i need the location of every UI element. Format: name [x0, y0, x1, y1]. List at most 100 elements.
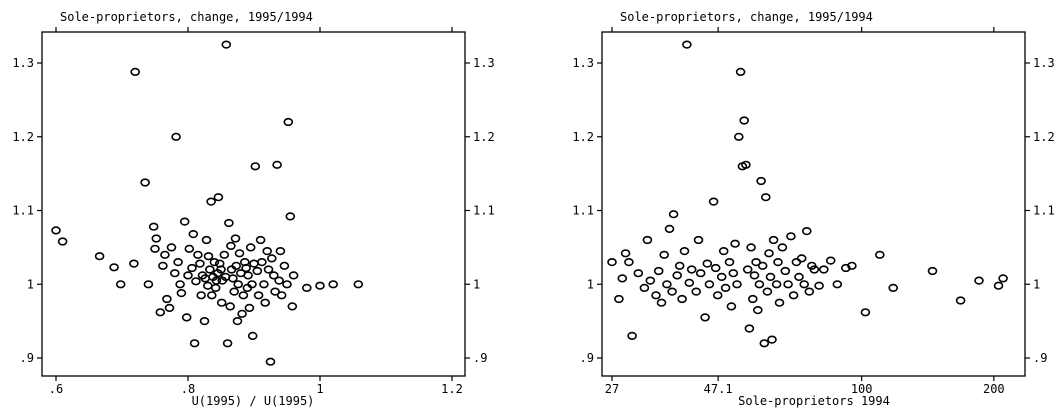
data-point	[228, 274, 238, 283]
left-scatter-panel: Sole-proprietors, change, 1995/1994 .9.9…	[12, 10, 494, 408]
data-point	[662, 280, 672, 289]
data-point	[272, 160, 282, 169]
data-point	[213, 193, 224, 202]
data-point	[614, 294, 624, 304]
data-point	[774, 298, 785, 307]
x-tick-label: 100	[851, 382, 873, 396]
data-point	[244, 303, 255, 313]
data-point	[888, 283, 899, 293]
data-point	[762, 287, 773, 296]
data-point	[282, 280, 292, 289]
data-point	[756, 176, 766, 186]
data-point	[181, 313, 192, 322]
data-point	[51, 226, 61, 235]
data-point	[653, 266, 664, 276]
data-point	[712, 291, 723, 300]
data-point	[667, 287, 677, 296]
data-point	[786, 232, 796, 241]
data-point	[238, 291, 249, 300]
data-point	[749, 271, 760, 280]
data-point	[668, 210, 679, 219]
data-point	[710, 263, 721, 273]
data-point	[247, 331, 258, 341]
data-point	[195, 259, 205, 268]
data-point	[695, 269, 706, 278]
data-point	[752, 306, 763, 315]
data-point	[682, 40, 692, 49]
data-point	[751, 258, 761, 267]
data-point	[151, 234, 162, 243]
right-y-axis: .9 .9 1 1 1.1 1.1 1.2 1.2 1.3 1.3	[572, 56, 1054, 365]
data-point	[720, 283, 731, 293]
y-tick-label-right: 1.2	[1033, 130, 1055, 144]
data-point	[732, 280, 742, 289]
data-point	[754, 280, 765, 289]
data-point	[130, 67, 140, 76]
data-point	[179, 217, 190, 226]
x-tick-label: 47.1	[704, 382, 733, 396]
data-point	[203, 281, 213, 290]
data-point	[760, 193, 771, 202]
x-tick-label: .8	[181, 382, 195, 396]
right-plot-frame	[601, 31, 1026, 377]
data-point	[651, 291, 661, 300]
data-point	[233, 280, 243, 289]
data-point	[274, 276, 284, 285]
data-point	[275, 247, 286, 256]
data-point	[315, 281, 325, 290]
left-chart-title: Sole-proprietors, change, 1995/1994	[60, 10, 313, 24]
y-tick-label-left: 1.1	[12, 204, 34, 218]
data-point	[744, 324, 755, 333]
data-point	[733, 132, 744, 141]
data-point	[94, 252, 105, 261]
data-point	[257, 258, 267, 267]
data-point	[196, 291, 206, 300]
data-point	[193, 250, 203, 259]
data-point	[199, 317, 210, 326]
y-tick-label-right: .9	[1033, 351, 1047, 365]
data-point	[832, 280, 843, 289]
data-point	[664, 224, 675, 233]
right-x-axis-label: Sole-proprietors 1994	[738, 394, 890, 408]
data-point	[739, 116, 750, 125]
data-point	[773, 258, 783, 267]
data-point	[164, 303, 175, 313]
left-y-axis: .9 .9 1 1 1.1 1.1 1.2 1.2 1.3 1.3	[12, 56, 494, 365]
y-tick-label-left: 1.1	[572, 204, 594, 218]
data-point	[262, 247, 273, 256]
data-point	[140, 178, 150, 187]
data-point	[176, 289, 187, 298]
y-tick-label-right: 1.2	[473, 130, 495, 144]
y-tick-label-left: 1.2	[572, 130, 594, 144]
data-point	[645, 276, 656, 285]
data-point	[288, 271, 299, 280]
data-point	[818, 265, 829, 274]
x-tick-label: 200	[983, 382, 1005, 396]
data-point	[735, 67, 746, 76]
data-point	[767, 335, 777, 344]
data-point	[276, 291, 287, 300]
data-point	[222, 339, 233, 348]
data-point	[109, 263, 119, 272]
data-point	[170, 269, 180, 278]
data-point	[279, 261, 290, 270]
data-point	[746, 243, 756, 252]
data-point	[796, 254, 807, 263]
data-point	[209, 258, 220, 267]
data-point	[765, 272, 776, 282]
data-point	[777, 243, 788, 252]
data-point	[955, 296, 966, 305]
data-point	[716, 272, 727, 282]
data-point	[686, 265, 697, 274]
data-point	[799, 280, 810, 289]
data-point	[265, 357, 276, 366]
data-point	[287, 302, 298, 311]
data-point	[231, 261, 241, 270]
data-point	[691, 287, 702, 296]
x-tick-label: 27	[605, 382, 619, 396]
data-point	[184, 244, 195, 253]
data-point	[229, 287, 239, 296]
data-point	[230, 234, 241, 243]
data-point	[741, 160, 751, 169]
data-point	[205, 265, 215, 274]
